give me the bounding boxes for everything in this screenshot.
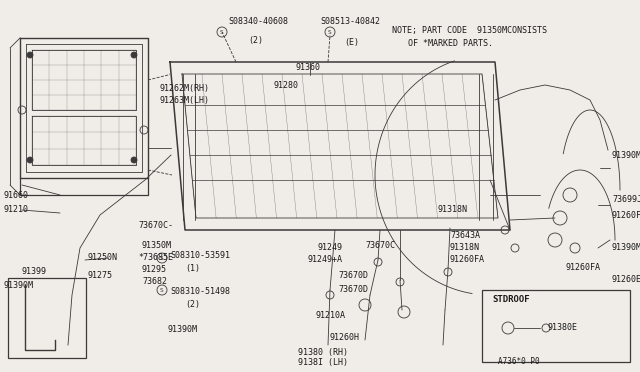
Text: 73682: 73682 [142,278,167,286]
Text: 91399: 91399 [22,267,47,276]
Text: (1): (1) [185,263,200,273]
Text: STDROOF: STDROOF [492,295,530,305]
Text: A736*0 P0: A736*0 P0 [498,357,540,366]
Text: S: S [160,288,164,292]
Text: S: S [160,256,164,260]
Text: 73699J: 73699J [612,196,640,205]
Text: 91390MA: 91390MA [612,151,640,160]
Text: 91260H: 91260H [330,334,360,343]
Text: 91390M: 91390M [168,326,198,334]
Text: 91295: 91295 [142,266,167,275]
Text: 91210: 91210 [4,205,29,215]
Text: (2): (2) [185,301,200,310]
Text: (E): (E) [344,38,359,46]
Text: 91210A: 91210A [316,311,346,320]
Text: 91380 (RH): 91380 (RH) [298,347,348,356]
Text: 91260EA: 91260EA [612,276,640,285]
Text: *73685E: *73685E [138,253,173,263]
Text: S08310-53591: S08310-53591 [170,250,230,260]
Text: 91275: 91275 [88,270,113,279]
Text: 9138I (LH): 9138I (LH) [298,357,348,366]
Text: 73670C: 73670C [365,241,395,250]
Text: 91318N: 91318N [438,205,468,215]
Text: (2): (2) [248,35,263,45]
Text: 91350M: 91350M [142,241,172,250]
Circle shape [131,52,137,58]
Text: 91390M: 91390M [4,280,34,289]
Text: 91380E: 91380E [548,324,578,333]
Text: 73643A: 73643A [450,231,480,240]
Bar [482,290,630,362]
Text: 91262M(RH): 91262M(RH) [160,83,210,93]
Text: S08310-51498: S08310-51498 [170,288,230,296]
Text: 91260FA: 91260FA [565,263,600,273]
Circle shape [131,157,137,163]
Text: 91318N: 91318N [450,244,480,253]
Text: 73670D: 73670D [338,285,368,295]
Text: 91260FA: 91260FA [450,256,485,264]
Text: S: S [328,29,332,35]
Text: 91249+A: 91249+A [308,256,343,264]
Circle shape [27,52,33,58]
Text: 91263M(LH): 91263M(LH) [160,96,210,105]
Text: OF *MARKED PARTS.: OF *MARKED PARTS. [408,39,493,48]
Circle shape [27,157,33,163]
Text: NOTE; PART CODE  91350MCONSISTS: NOTE; PART CODE 91350MCONSISTS [392,26,547,35]
Text: 91390MA: 91390MA [612,244,640,253]
Text: S: S [220,29,224,35]
Text: S08513-40842: S08513-40842 [320,17,380,26]
Text: 91360: 91360 [296,64,321,73]
Bar [8,278,86,358]
Text: 91249: 91249 [318,244,343,253]
Text: 73670C-: 73670C- [138,221,173,230]
Text: 91660: 91660 [4,190,29,199]
Text: 73670D: 73670D [338,270,368,279]
Text: 91260F: 91260F [612,211,640,219]
Text: 91280: 91280 [274,80,299,90]
Text: S08340-40608: S08340-40608 [228,17,288,26]
Text: 91250N: 91250N [88,253,118,263]
